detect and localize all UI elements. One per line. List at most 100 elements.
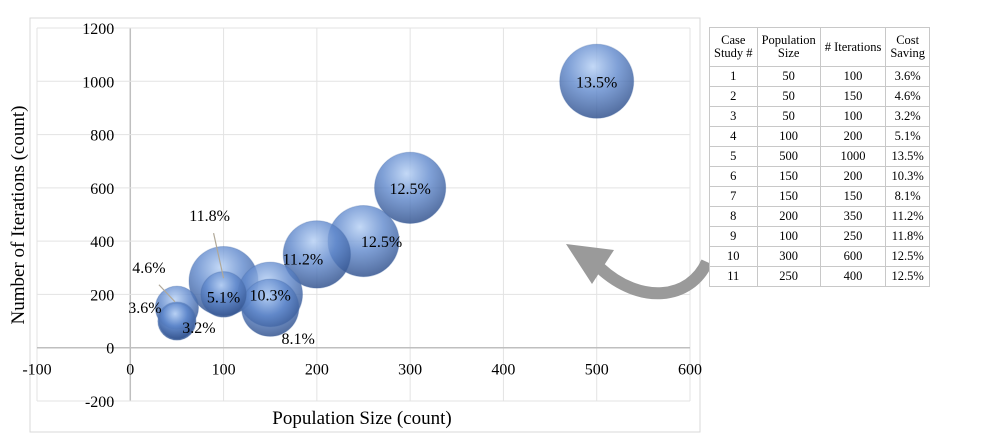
bubble-case-8	[282, 220, 352, 289]
table-cell: 9	[709, 226, 758, 247]
table-cell: 8.1%	[885, 186, 931, 207]
table-cell: 100	[756, 226, 821, 247]
table-cell: 10	[709, 246, 758, 267]
table-row: 3 50 100 3.2%	[709, 106, 931, 127]
table-cell: 300	[756, 246, 821, 267]
table-cell: 200	[819, 126, 887, 147]
x-tick-label: -100	[22, 362, 51, 379]
data-label: 8.1%	[282, 331, 315, 348]
table-cell: 200	[819, 166, 887, 187]
data-label: 12.5%	[361, 234, 402, 251]
case-study-table: Case Study # Population Size # Iterations Cos…	[709, 27, 931, 287]
table-cell: 3	[709, 106, 758, 127]
table-cell: 250	[819, 226, 887, 247]
chart-border	[29, 17, 701, 433]
bubble-case-10	[374, 151, 447, 224]
data-label: 3.2%	[182, 320, 215, 337]
table-cell: 13.5%	[885, 146, 931, 167]
data-label: 12.5%	[389, 181, 430, 198]
table-cell: 150	[756, 166, 821, 187]
y-tick-label: 400	[90, 234, 114, 251]
x-axis-label: Population Size (count)	[272, 408, 451, 429]
table-cell: 50	[756, 66, 821, 87]
x-tick-label: 400	[491, 362, 515, 379]
table-cell: 4	[709, 126, 758, 147]
table-cell: 5.1%	[885, 126, 931, 147]
leader-line	[212, 232, 225, 279]
table-cell: 12.5%	[885, 246, 931, 267]
table-row: 7 150 150 8.1%	[709, 186, 931, 207]
table-cell: 600	[819, 246, 887, 267]
table-cell: 5	[709, 146, 758, 167]
table-row: 2 50 150 4.6%	[709, 86, 931, 107]
table-cell: 2	[709, 86, 758, 107]
table-cell: 200	[756, 206, 821, 227]
table-cell: 1	[709, 66, 758, 87]
x-tick-label: 600	[678, 362, 702, 379]
table-cell: 100	[756, 126, 821, 147]
table-cell: 10.3%	[885, 166, 931, 187]
table-row: 5 500 1000 13.5%	[709, 146, 931, 167]
bubble-case-4	[200, 271, 247, 318]
table-cell: 3.2%	[885, 106, 931, 127]
table-row: 11 250 400 12.5%	[709, 266, 931, 287]
table-cell: 6	[709, 166, 758, 187]
y-tick-label: 600	[90, 181, 114, 198]
y-tick-label: 0	[106, 341, 114, 358]
bubble-case-5	[559, 43, 635, 119]
data-label: 3.6%	[128, 300, 161, 317]
table-cell: 4.6%	[885, 86, 931, 107]
y-tick-label: -200	[85, 394, 114, 411]
table-cell: 1000	[819, 146, 887, 167]
bubble-case-3	[158, 302, 196, 340]
table-row: 1 50 100 3.6%	[709, 66, 931, 87]
table-row: 6 150 200 10.3%	[709, 166, 931, 187]
table-cell: 3.6%	[885, 66, 931, 87]
table-cell: 350	[819, 206, 887, 227]
table-cell: 500	[756, 146, 821, 167]
table-cell: 12.5%	[885, 266, 931, 287]
table-cell: 400	[819, 266, 887, 287]
x-tick-label: 200	[305, 362, 329, 379]
table-cell: 150	[819, 86, 887, 107]
table-cell: 8	[709, 206, 758, 227]
x-tick-label: 0	[126, 362, 134, 379]
table-row: 8 200 350 11.2%	[709, 206, 931, 227]
table-row: 4 100 200 5.1%	[709, 126, 931, 147]
x-tick-label: 300	[398, 362, 422, 379]
data-label: 4.6%	[132, 260, 165, 277]
y-axis-label: Number of Iterations (count)	[8, 106, 29, 325]
table-cell: 11	[709, 266, 758, 287]
table-cell: 7	[709, 186, 758, 207]
y-tick-label: 1000	[82, 74, 114, 91]
x-tick-label: 100	[212, 362, 236, 379]
curved-arrow	[566, 244, 713, 300]
data-label: 5.1%	[207, 289, 240, 306]
y-tick-label: 800	[90, 128, 114, 145]
y-tick-label: 200	[90, 287, 114, 304]
column-header: # Iterations	[819, 27, 887, 67]
table-row: 9 100 250 11.8%	[709, 226, 931, 247]
table-cell: 11.2%	[885, 206, 931, 227]
table-row: 10 300 600 12.5%	[709, 246, 931, 267]
data-label: 10.3%	[250, 287, 291, 304]
table-cell: 250	[756, 266, 821, 287]
x-tick-label: 500	[585, 362, 609, 379]
table-cell: 50	[756, 106, 821, 127]
table-cell: 150	[819, 186, 887, 207]
column-header: Population Size	[756, 27, 821, 67]
table-cell: 150	[756, 186, 821, 207]
table-cell: 50	[756, 86, 821, 107]
table-cell: 100	[819, 66, 887, 87]
leader-line	[158, 284, 176, 303]
column-header: Case Study #	[709, 27, 758, 67]
column-header: Cost Saving	[885, 27, 931, 67]
data-label: 11.2%	[282, 251, 323, 268]
y-tick-label: 1200	[82, 21, 114, 38]
data-label: 13.5%	[576, 74, 617, 91]
table-cell: 100	[819, 106, 887, 127]
data-label: 11.8%	[189, 208, 230, 225]
table-cell: 11.8%	[885, 226, 931, 247]
